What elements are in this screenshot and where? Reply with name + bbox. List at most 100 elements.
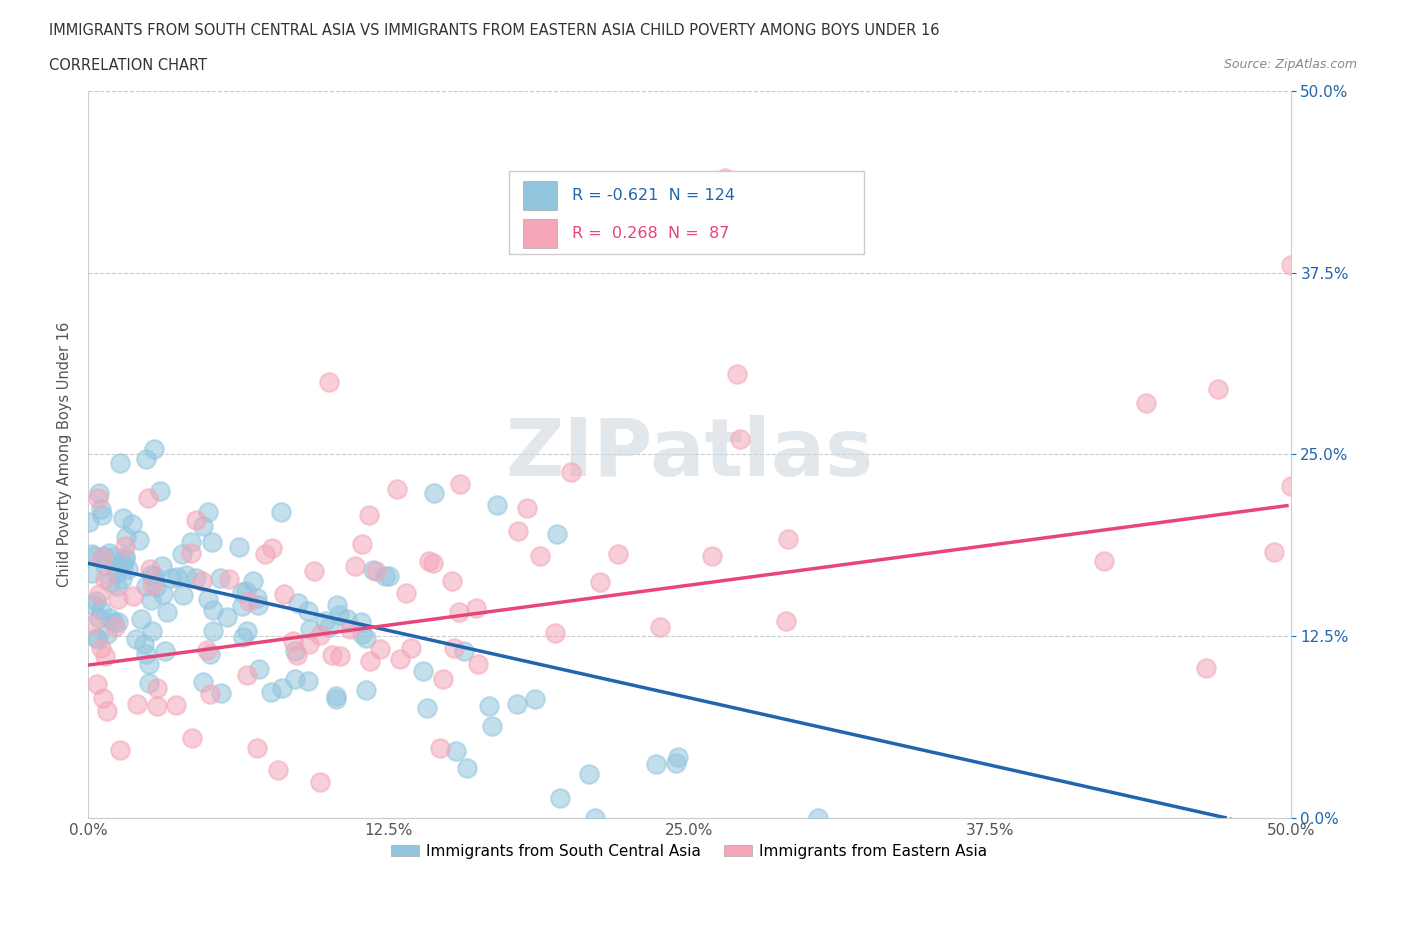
Point [111,555,134,570]
Point [560,465,582,480]
Point [90,602,112,617]
Point [152,559,174,574]
Point [97,546,120,561]
Point [478,698,501,713]
Point [89,610,111,625]
Point [354,631,377,645]
Point [246,591,269,605]
Point [350,537,373,551]
Point [143,442,166,457]
Point [465,601,488,616]
Point [1094,554,1116,569]
Point [271,681,294,696]
Point [166,570,188,585]
Point [416,700,439,715]
Point [364,564,387,578]
Point [90,501,112,516]
Point [700,549,723,564]
Point [139,567,162,582]
Point [449,476,471,491]
Point [1208,381,1230,396]
Point [247,598,270,613]
Point [260,684,283,699]
Point [105,566,128,581]
Point [395,586,418,601]
Point [343,559,366,574]
Point [1135,396,1157,411]
Point [578,766,600,781]
Point [321,647,343,662]
Point [325,689,347,704]
Point [128,533,150,548]
Point [80,565,103,580]
Point [644,757,666,772]
Point [181,731,204,746]
Point [135,578,157,593]
Y-axis label: Child Poverty Among Boys Under 16: Child Poverty Among Boys Under 16 [58,322,72,587]
Point [191,574,214,589]
Point [121,517,143,532]
Point [141,624,163,639]
Point [297,604,319,618]
Point [326,597,349,612]
Point [195,643,218,658]
Point [90,507,112,522]
Text: CORRELATION CHART: CORRELATION CHART [49,58,207,73]
Point [260,541,283,556]
Point [135,647,157,662]
Text: Source: ZipAtlas.com: Source: ZipAtlas.com [1223,58,1357,71]
Point [172,588,194,603]
Point [506,697,529,711]
Point [242,574,264,589]
Point [145,579,167,594]
Point [138,562,160,577]
Point [89,485,111,500]
Point [232,630,254,644]
Point [83,549,105,564]
Text: ZIPatlas: ZIPatlas [505,416,873,493]
Point [186,512,208,527]
Point [267,763,290,777]
Point [94,649,117,664]
Point [444,744,467,759]
Point [807,810,830,825]
Point [114,551,136,566]
Point [318,374,340,389]
Point [174,567,197,582]
Point [218,571,240,586]
Point [388,652,411,667]
Point [336,612,359,627]
Point [236,623,259,638]
Point [440,574,463,589]
Point [121,589,143,604]
Point [422,556,444,571]
FancyBboxPatch shape [523,181,557,210]
Point [550,790,572,805]
Point [90,641,112,656]
Point [399,641,422,656]
Point [198,646,221,661]
Point [139,592,162,607]
Point [443,641,465,656]
Point [160,571,183,586]
Point [284,644,307,658]
Point [665,756,688,771]
Point [350,615,373,630]
Point [308,627,330,642]
Point [287,596,309,611]
Text: R =  0.268  N =  87: R = 0.268 N = 87 [571,226,728,241]
Point [103,550,125,565]
Point [208,570,231,585]
Point [778,531,800,546]
Point [201,624,224,639]
Point [589,575,612,590]
Point [84,631,107,645]
Point [314,614,336,629]
Point [432,671,454,686]
Point [114,549,136,564]
Point [273,587,295,602]
Text: IMMIGRANTS FROM SOUTH CENTRAL ASIA VS IMMIGRANTS FROM EASTERN ASIA CHILD POVERTY: IMMIGRANTS FROM SOUTH CENTRAL ASIA VS IM… [49,23,939,38]
Point [284,671,307,686]
Point [228,539,250,554]
Point [254,547,277,562]
